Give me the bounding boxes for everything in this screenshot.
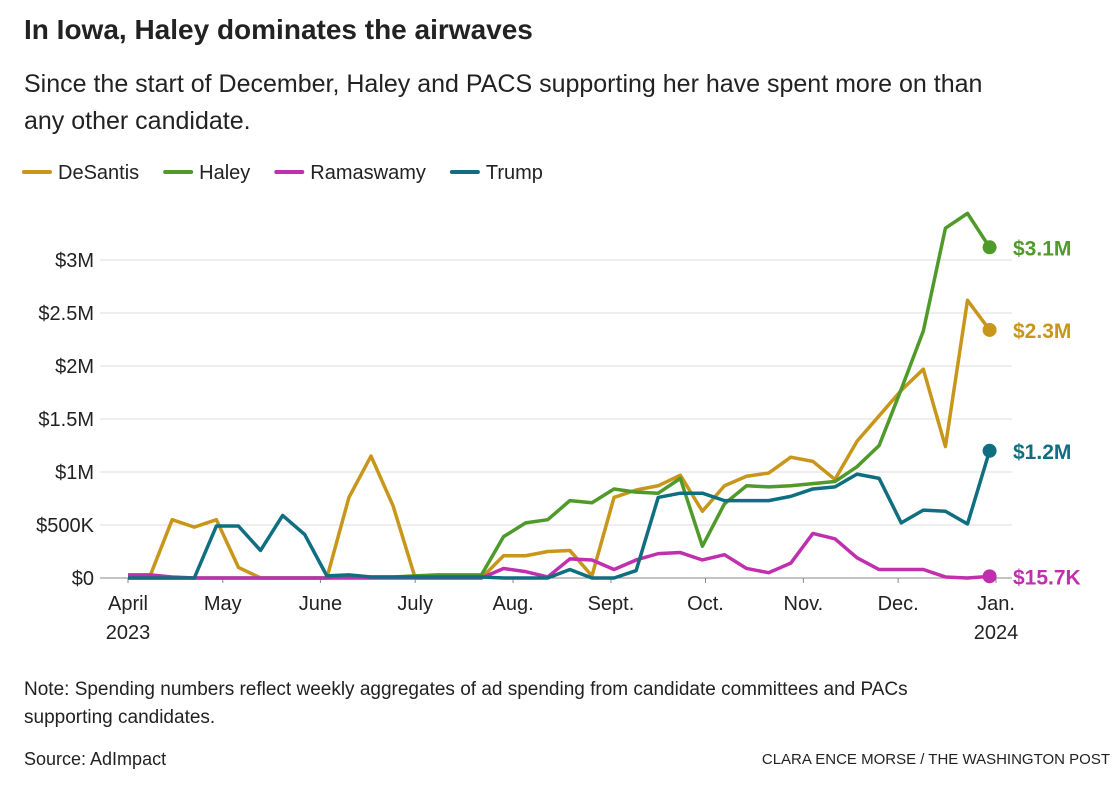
x-tick-label: Jan. <box>977 593 1015 615</box>
end-point <box>982 569 997 584</box>
y-tick-label: $1.5M <box>38 409 94 431</box>
end-label: $15.7K <box>1013 566 1081 589</box>
end-point <box>982 443 997 458</box>
x-tick-label: May <box>204 593 242 615</box>
end-point <box>982 240 997 255</box>
note: Note: Spending numbers reflect weekly ag… <box>24 679 908 700</box>
series-line <box>128 531 990 580</box>
x-tick-label: July <box>397 593 433 615</box>
y-tick-label: $2M <box>55 356 94 378</box>
x-tick-label: Dec. <box>878 593 919 615</box>
y-tick-label: $1M <box>55 462 94 484</box>
legend-label: Ramaswamy <box>310 162 426 184</box>
x-year-label: 2023 <box>106 622 151 644</box>
credit: CLARA ENCE MORSE / THE WASHINGTON POST <box>762 751 1110 768</box>
subtitle: Since the start of December, Haley and P… <box>24 70 982 98</box>
x-tick-label: Nov. <box>784 593 824 615</box>
x-tick-label: Aug. <box>492 593 533 615</box>
x-tick-label: April <box>108 593 148 615</box>
series-line <box>128 211 992 580</box>
end-label: $1.2M <box>1013 441 1071 464</box>
x-tick-label: Sept. <box>588 593 635 615</box>
note: supporting candidates. <box>24 707 215 728</box>
series-line <box>128 450 992 580</box>
end-label: $2.3M <box>1013 320 1071 343</box>
y-tick-label: $3M <box>55 250 94 272</box>
subtitle: any other candidate. <box>24 107 251 135</box>
end-point <box>982 322 997 337</box>
end-label: $3.1M <box>1013 237 1071 260</box>
legend-label: Trump <box>486 162 543 184</box>
y-tick-label: $500K <box>36 515 94 537</box>
series-line <box>128 298 991 580</box>
y-tick-label: $0 <box>72 568 94 590</box>
chart-title: In Iowa, Haley dominates the airwaves <box>24 14 533 45</box>
y-tick-label: $2.5M <box>38 303 94 325</box>
x-tick-label: June <box>299 593 342 615</box>
x-tick-label: Oct. <box>687 593 724 615</box>
source: Source: AdImpact <box>24 749 166 769</box>
legend-label: Haley <box>199 162 250 184</box>
x-year-label: 2024 <box>974 622 1019 644</box>
legend-label: DeSantis <box>58 162 139 184</box>
